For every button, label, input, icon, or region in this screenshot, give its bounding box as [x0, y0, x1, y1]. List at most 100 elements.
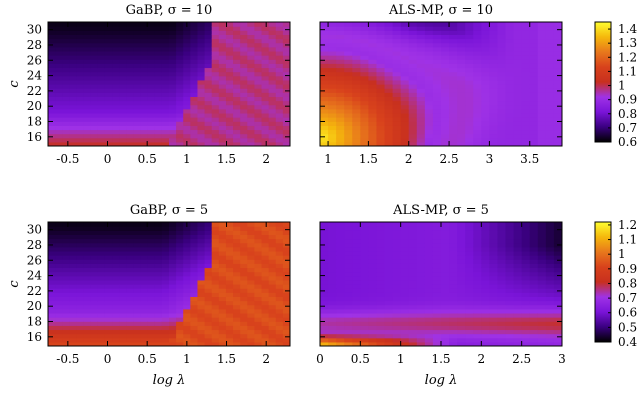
heatmap-cell — [537, 337, 547, 343]
heatmap-cell — [183, 84, 191, 89]
heatmap-cell — [282, 22, 290, 27]
heatmap-cell — [441, 329, 450, 335]
heatmap-cell — [83, 300, 92, 306]
heatmap-cell — [62, 71, 70, 77]
heatmap-cell — [76, 137, 85, 143]
heatmap-cell — [489, 288, 499, 293]
heatmap-cell — [169, 71, 177, 77]
heatmap-cell — [376, 226, 386, 231]
heatmap-cell — [126, 42, 135, 48]
heatmap-cell — [97, 129, 106, 135]
heatmap-cell — [76, 108, 85, 114]
heatmap-cell — [368, 96, 378, 102]
heatmap-cell — [352, 22, 361, 27]
heatmap-cell — [384, 34, 394, 40]
heatmap-cell — [133, 75, 142, 81]
heatmap-cell — [465, 133, 474, 139]
heatmap-cell — [104, 92, 113, 97]
heatmap-cell — [233, 284, 241, 289]
heatmap-cell — [408, 42, 418, 48]
heatmap-cell — [119, 50, 127, 56]
heatmap-cell — [352, 133, 361, 139]
heatmap-cell — [424, 133, 434, 139]
heatmap-cell — [537, 42, 547, 48]
heatmap-cell — [497, 137, 507, 143]
heatmap-cell — [545, 300, 555, 306]
heatmap-cell — [126, 333, 135, 339]
heatmap-cell — [254, 84, 263, 89]
heatmap-cell — [336, 308, 345, 314]
heatmap-cell — [416, 271, 426, 277]
heatmap-cell — [104, 312, 113, 318]
heatmap-cell — [126, 88, 135, 93]
heatmap-cell — [140, 112, 149, 118]
heatmap-cell — [360, 59, 369, 64]
heatmap-cell — [432, 26, 442, 31]
heatmap-cell — [513, 125, 523, 131]
heatmap-cell — [344, 125, 353, 131]
heatmap-cell — [481, 312, 490, 318]
heatmap-cell — [424, 337, 434, 343]
heatmap-cell — [344, 296, 353, 302]
heatmap-cell — [408, 292, 418, 297]
heatmap-cell — [275, 242, 284, 248]
heatmap-cell — [55, 26, 63, 31]
heatmap-cell — [328, 117, 337, 122]
heatmap-cell — [104, 108, 113, 114]
heatmap-cell — [376, 296, 386, 302]
heatmap-cell — [48, 75, 56, 81]
heatmap-cell — [104, 71, 113, 77]
heatmap-cell — [352, 263, 361, 269]
heatmap-cell — [481, 337, 490, 343]
heatmap-cell — [320, 284, 329, 289]
heatmap-cell — [416, 288, 426, 293]
heatmap-cell — [176, 296, 184, 302]
heatmap-cell — [360, 304, 369, 310]
heatmap-cell — [282, 259, 290, 264]
heatmap-cell — [126, 22, 135, 27]
heatmap-cell — [169, 275, 177, 281]
y-tick-label: 24 — [27, 269, 43, 283]
heatmap-cell — [169, 317, 177, 322]
heatmap-cell — [261, 329, 270, 335]
heatmap-cell — [147, 84, 156, 89]
colorbar-gradient — [594, 21, 612, 143]
heatmap-cell — [254, 117, 263, 122]
heatmap-cell — [62, 333, 70, 339]
heatmap-cell — [97, 271, 106, 277]
heatmap-cell — [176, 325, 184, 331]
heatmap-cell — [225, 38, 234, 44]
heatmap-cell — [441, 230, 450, 235]
heatmap-cell — [76, 100, 85, 106]
heatmap-cell — [275, 63, 284, 69]
heatmap-cell — [140, 30, 149, 35]
heatmap-cell — [69, 308, 78, 314]
heatmap-cell — [275, 296, 284, 302]
heatmap-cell — [481, 38, 490, 44]
heatmap-cell — [48, 22, 56, 27]
heatmap-cell — [275, 117, 284, 122]
heatmap-cell — [352, 234, 361, 240]
heatmap-cell — [336, 234, 345, 240]
heatmap-cell — [489, 67, 499, 73]
heatmap-cell — [183, 304, 191, 310]
heatmap-cell — [154, 100, 163, 106]
heatmap-cell — [119, 242, 127, 248]
heatmap-cell — [247, 121, 256, 126]
heatmap-cell — [119, 75, 127, 81]
heatmap-cell — [147, 263, 156, 269]
heatmap-cell — [408, 226, 418, 231]
heatmap-cell — [441, 325, 450, 331]
heatmap-cell — [62, 329, 70, 335]
heatmap-cell — [553, 59, 562, 64]
heatmap-cell — [360, 312, 369, 318]
heatmap-cell — [204, 312, 213, 318]
heatmap-cell — [529, 279, 539, 285]
heatmap-cell — [183, 259, 191, 264]
heatmap-cell — [392, 137, 402, 143]
heatmap-cell — [384, 104, 394, 110]
heatmap-cell — [261, 238, 270, 244]
heatmap-cell — [441, 100, 450, 106]
heatmap-cell — [154, 121, 163, 126]
heatmap-cell — [513, 333, 523, 339]
